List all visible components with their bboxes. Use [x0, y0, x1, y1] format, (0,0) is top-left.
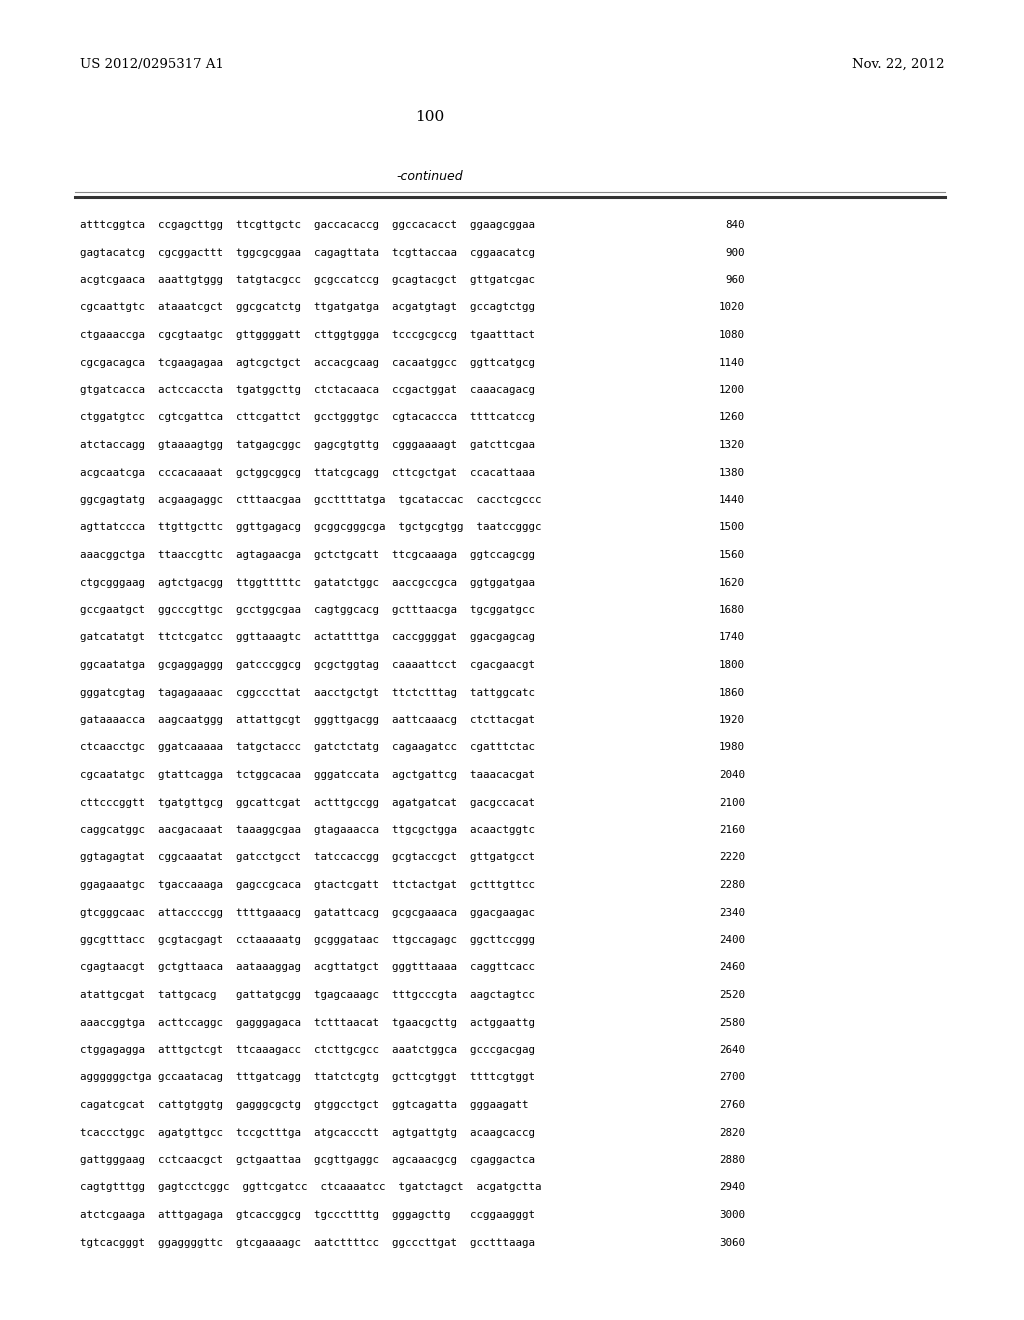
Text: 1800: 1800 — [719, 660, 745, 671]
Text: ctgaaaccga  cgcgtaatgc  gttggggatt  cttggtggga  tcccgcgccg  tgaatttact: ctgaaaccga cgcgtaatgc gttggggatt cttggtg… — [80, 330, 535, 341]
Text: 1320: 1320 — [719, 440, 745, 450]
Text: cgcaattgtc  ataaatcgct  ggcgcatctg  ttgatgatga  acgatgtagt  gccagtctgg: cgcaattgtc ataaatcgct ggcgcatctg ttgatga… — [80, 302, 535, 313]
Text: 2640: 2640 — [719, 1045, 745, 1055]
Text: aaaccggtga  acttccaggc  gagggagaca  tctttaacat  tgaacgcttg  actggaattg: aaaccggtga acttccaggc gagggagaca tctttaa… — [80, 1018, 535, 1027]
Text: gccgaatgct  ggcccgttgc  gcctggcgaa  cagtggcacg  gctttaacga  tgcggatgcc: gccgaatgct ggcccgttgc gcctggcgaa cagtggc… — [80, 605, 535, 615]
Text: acgcaatcga  cccacaaaat  gctggcggcg  ttatcgcagg  cttcgctgat  ccacattaaa: acgcaatcga cccacaaaat gctggcggcg ttatcgc… — [80, 467, 535, 478]
Text: 1200: 1200 — [719, 385, 745, 395]
Text: US 2012/0295317 A1: US 2012/0295317 A1 — [80, 58, 224, 71]
Text: ggagaaatgc  tgaccaaaga  gagccgcaca  gtactcgatt  ttctactgat  gctttgttcc: ggagaaatgc tgaccaaaga gagccgcaca gtactcg… — [80, 880, 535, 890]
Text: 1260: 1260 — [719, 412, 745, 422]
Text: gatcatatgt  ttctcgatcc  ggttaaagtc  actattttga  caccggggat  ggacgagcag: gatcatatgt ttctcgatcc ggttaaagtc actattt… — [80, 632, 535, 643]
Text: tcaccctggc  agatgttgcc  tccgctttga  atgcaccctt  agtgattgtg  acaagcaccg: tcaccctggc agatgttgcc tccgctttga atgcacc… — [80, 1127, 535, 1138]
Text: 2040: 2040 — [719, 770, 745, 780]
Text: 900: 900 — [725, 248, 745, 257]
Text: -continued: -continued — [396, 170, 463, 183]
Text: 1140: 1140 — [719, 358, 745, 367]
Text: cttcccggtt  tgatgttgcg  ggcattcgat  actttgccgg  agatgatcat  gacgccacat: cttcccggtt tgatgttgcg ggcattcgat actttgc… — [80, 797, 535, 808]
Text: 2280: 2280 — [719, 880, 745, 890]
Text: 1080: 1080 — [719, 330, 745, 341]
Text: Nov. 22, 2012: Nov. 22, 2012 — [852, 58, 944, 71]
Text: 1740: 1740 — [719, 632, 745, 643]
Text: 1020: 1020 — [719, 302, 745, 313]
Text: 2820: 2820 — [719, 1127, 745, 1138]
Text: 1980: 1980 — [719, 742, 745, 752]
Text: caggcatggc  aacgacaaat  taaaggcgaa  gtagaaacca  ttgcgctgga  acaactggtc: caggcatggc aacgacaaat taaaggcgaa gtagaaa… — [80, 825, 535, 836]
Text: ctggagagga  atttgctcgt  ttcaaagacc  ctcttgcgcc  aaatctggca  gcccgacgag: ctggagagga atttgctcgt ttcaaagacc ctcttgc… — [80, 1045, 535, 1055]
Text: 2940: 2940 — [719, 1183, 745, 1192]
Text: 840: 840 — [725, 220, 745, 230]
Text: cagatcgcat  cattgtggtg  gagggcgctg  gtggcctgct  ggtcagatta  gggaagatt: cagatcgcat cattgtggtg gagggcgctg gtggcct… — [80, 1100, 528, 1110]
Text: tgtcacgggt  ggaggggttc  gtcgaaaagc  aatcttttcc  ggcccttgat  gcctttaaga: tgtcacgggt ggaggggttc gtcgaaaagc aatcttt… — [80, 1238, 535, 1247]
Text: atttcggtca  ccgagcttgg  ttcgttgctc  gaccacaccg  ggccacacct  ggaagcggaa: atttcggtca ccgagcttgg ttcgttgctc gaccaca… — [80, 220, 535, 230]
Text: 1860: 1860 — [719, 688, 745, 697]
Text: 2880: 2880 — [719, 1155, 745, 1166]
Text: cagtgtttgg  gagtcctcggc  ggttcgatcc  ctcaaaatcc  tgatctagct  acgatgctta: cagtgtttgg gagtcctcggc ggttcgatcc ctcaaa… — [80, 1183, 542, 1192]
Text: ggcgtttacc  gcgtacgagt  cctaaaaatg  gcgggataac  ttgccagagc  ggcttccggg: ggcgtttacc gcgtacgagt cctaaaaatg gcgggat… — [80, 935, 535, 945]
Text: 2700: 2700 — [719, 1072, 745, 1082]
Text: atattgcgat  tattgcacg   gattatgcgg  tgagcaaagc  tttgcccgta  aagctagtcc: atattgcgat tattgcacg gattatgcgg tgagcaaa… — [80, 990, 535, 1001]
Text: 2400: 2400 — [719, 935, 745, 945]
Text: aggggggctga gccaatacag  tttgatcagg  ttatctcgtg  gcttcgtggt  ttttcgtggt: aggggggctga gccaatacag tttgatcagg ttatct… — [80, 1072, 535, 1082]
Text: 1440: 1440 — [719, 495, 745, 506]
Text: ctggatgtcc  cgtcgattca  cttcgattct  gcctgggtgc  cgtacaccca  ttttcatccg: ctggatgtcc cgtcgattca cttcgattct gcctggg… — [80, 412, 535, 422]
Text: 3000: 3000 — [719, 1210, 745, 1220]
Text: gtcgggcaac  attaccccgg  ttttgaaacg  gatattcacg  gcgcgaaaca  ggacgaagac: gtcgggcaac attaccccgg ttttgaaacg gatattc… — [80, 908, 535, 917]
Text: ctgcgggaag  agtctgacgg  ttggtttttc  gatatctggc  aaccgccgca  ggtggatgaa: ctgcgggaag agtctgacgg ttggtttttc gatatct… — [80, 578, 535, 587]
Text: cgcaatatgc  gtattcagga  tctggcacaa  gggatccata  agctgattcg  taaacacgat: cgcaatatgc gtattcagga tctggcacaa gggatcc… — [80, 770, 535, 780]
Text: cgcgacagca  tcgaagagaa  agtcgctgct  accacgcaag  cacaatggcc  ggttcatgcg: cgcgacagca tcgaagagaa agtcgctgct accacgc… — [80, 358, 535, 367]
Text: ggcgagtatg  acgaagaggc  ctttaacgaa  gccttttatga  tgcataccac  cacctcgccc: ggcgagtatg acgaagaggc ctttaacgaa gcctttt… — [80, 495, 542, 506]
Text: ctcaacctgc  ggatcaaaaa  tatgctaccc  gatctctatg  cagaagatcc  cgatttctac: ctcaacctgc ggatcaaaaa tatgctaccc gatctct… — [80, 742, 535, 752]
Text: 3060: 3060 — [719, 1238, 745, 1247]
Text: 100: 100 — [416, 110, 444, 124]
Text: 1500: 1500 — [719, 523, 745, 532]
Text: 2520: 2520 — [719, 990, 745, 1001]
Text: ggcaatatga  gcgaggaggg  gatcccggcg  gcgctggtag  caaaattcct  cgacgaacgt: ggcaatatga gcgaggaggg gatcccggcg gcgctgg… — [80, 660, 535, 671]
Text: 2340: 2340 — [719, 908, 745, 917]
Text: 1380: 1380 — [719, 467, 745, 478]
Text: 1920: 1920 — [719, 715, 745, 725]
Text: ggtagagtat  cggcaaatat  gatcctgcct  tatccaccgg  gcgtaccgct  gttgatgcct: ggtagagtat cggcaaatat gatcctgcct tatccac… — [80, 853, 535, 862]
Text: atctcgaaga  atttgagaga  gtcaccggcg  tgcccttttg  gggagcttg   ccggaagggt: atctcgaaga atttgagaga gtcaccggcg tgccctt… — [80, 1210, 535, 1220]
Text: atctaccagg  gtaaaagtgg  tatgagcggc  gagcgtgttg  cgggaaaagt  gatcttcgaa: atctaccagg gtaaaagtgg tatgagcggc gagcgtg… — [80, 440, 535, 450]
Text: agttatccca  ttgttgcttc  ggttgagacg  gcggcgggcga  tgctgcgtgg  taatccgggc: agttatccca ttgttgcttc ggttgagacg gcggcgg… — [80, 523, 542, 532]
Text: gtgatcacca  actccaccta  tgatggcttg  ctctacaaca  ccgactggat  caaacagacg: gtgatcacca actccaccta tgatggcttg ctctaca… — [80, 385, 535, 395]
Text: gattgggaag  cctcaacgct  gctgaattaa  gcgttgaggc  agcaaacgcg  cgaggactca: gattgggaag cctcaacgct gctgaattaa gcgttga… — [80, 1155, 535, 1166]
Text: gataaaacca  aagcaatggg  attattgcgt  gggttgacgg  aattcaaacg  ctcttacgat: gataaaacca aagcaatggg attattgcgt gggttga… — [80, 715, 535, 725]
Text: cgagtaacgt  gctgttaaca  aataaaggag  acgttatgct  gggtttaaaa  caggttcacc: cgagtaacgt gctgttaaca aataaaggag acgttat… — [80, 962, 535, 973]
Text: acgtcgaaca  aaattgtggg  tatgtacgcc  gcgccatccg  gcagtacgct  gttgatcgac: acgtcgaaca aaattgtggg tatgtacgcc gcgccat… — [80, 275, 535, 285]
Text: 2460: 2460 — [719, 962, 745, 973]
Text: gagtacatcg  cgcggacttt  tggcgcggaa  cagagttata  tcgttaccaa  cggaacatcg: gagtacatcg cgcggacttt tggcgcggaa cagagtt… — [80, 248, 535, 257]
Text: gggatcgtag  tagagaaaac  cggcccttat  aacctgctgt  ttctctttag  tattggcatc: gggatcgtag tagagaaaac cggcccttat aacctgc… — [80, 688, 535, 697]
Text: 2160: 2160 — [719, 825, 745, 836]
Text: aaacggctga  ttaaccgttc  agtagaacga  gctctgcatt  ttcgcaaaga  ggtccagcgg: aaacggctga ttaaccgttc agtagaacga gctctgc… — [80, 550, 535, 560]
Text: 2220: 2220 — [719, 853, 745, 862]
Text: 2100: 2100 — [719, 797, 745, 808]
Text: 1560: 1560 — [719, 550, 745, 560]
Text: 960: 960 — [725, 275, 745, 285]
Text: 2760: 2760 — [719, 1100, 745, 1110]
Text: 2580: 2580 — [719, 1018, 745, 1027]
Text: 1620: 1620 — [719, 578, 745, 587]
Text: 1680: 1680 — [719, 605, 745, 615]
